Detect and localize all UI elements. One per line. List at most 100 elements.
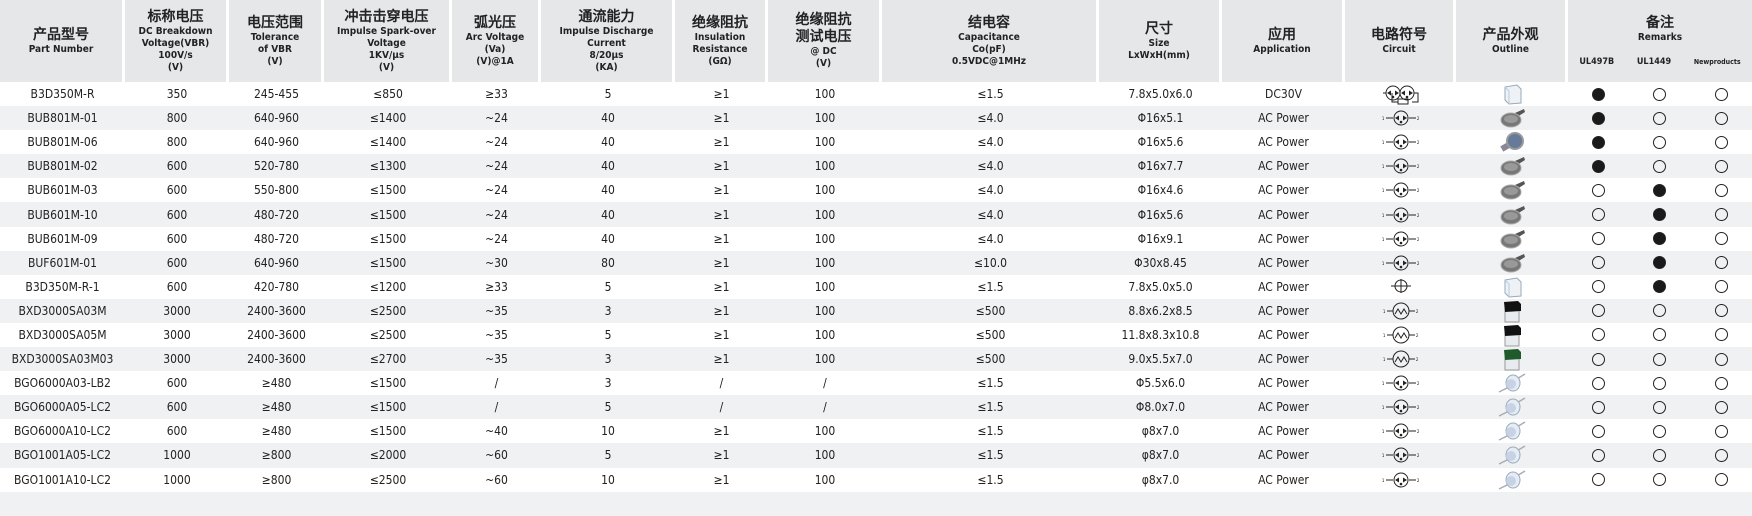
svg-text:1: 1 [1382,116,1384,121]
empty-circle-icon [1714,159,1728,173]
svg-text:1: 1 [1382,429,1384,434]
header-label: 8/20μs [589,49,624,61]
cell-imp: ≤2000 [369,448,407,463]
cell-dc: 600 [166,255,188,270]
filled-circle-icon [1653,256,1667,270]
cell-irt: 100 [814,352,836,367]
remarks-cell [1568,299,1752,323]
cell-dc: 600 [166,279,188,294]
cell-ir: ≥1 [713,303,730,318]
cell-app: AC Power [1258,159,1309,174]
cell-cap: ≤1.5 [977,448,1004,463]
remarks-cell [1568,468,1752,492]
product-outline-image [1456,106,1568,130]
header-label: Voltage [367,37,406,49]
table-row: BUB801M-01 800 640-960 ≤1400 ~24 40 ≥1 100 ≤4.0 Φ… [0,106,1752,131]
table-header: 产品型号 Part Number 标称电压 DC Breakdown Voltage(V… [0,0,1752,82]
cell-arc: ~60 [485,448,508,463]
cell-size: Φ5.5x6.0 [1135,376,1186,391]
cell-tol: 2400-3600 [247,352,306,367]
cell-part: BUB601M-10 [27,207,98,222]
cell-imp: ≤1400 [369,135,407,150]
cell-dc: 800 [166,135,188,150]
cell-cap: ≤500 [975,303,1006,318]
svg-text:2: 2 [1417,140,1419,145]
cell-size: 11.8x8.3x10.8 [1121,327,1200,342]
empty-circle-icon [1653,400,1667,414]
cell-irt: 100 [814,87,836,102]
filled-circle-icon [1653,208,1667,222]
empty-circle-icon [1592,304,1606,318]
cell-tol: 420-780 [253,279,300,294]
cell-cur: 5 [604,327,612,342]
cell-imp: ≤2500 [369,327,407,342]
cell-part: BGO6000A05-LC2 [14,400,111,415]
product-outline-image [1456,468,1568,492]
cell-part: BGO6000A10-LC2 [14,424,111,439]
header-ir: 绝缘阻抗 Insulation Resistance (GΩ) [675,0,765,82]
cell-tol: 640-960 [253,255,300,270]
cell-size: Φ16x4.6 [1137,183,1184,198]
cell-size: Φ16x5.6 [1137,207,1184,222]
cell-part: BGO1001A10-LC2 [14,472,111,487]
remarks-cell [1568,347,1752,371]
cell-arc: ~24 [485,207,508,222]
remarks-cell [1568,395,1752,419]
cell-cap: ≤1.5 [977,376,1004,391]
svg-text:1: 1 [1383,357,1385,362]
empty-circle-icon [1714,87,1728,101]
cell-ir: ≥1 [713,207,730,222]
cell-imp: ≤1500 [369,424,407,439]
cell-irt: 100 [814,327,836,342]
empty-circle-icon [1592,424,1606,438]
cell-size: φ8x7.0 [1141,472,1180,487]
svg-text:1: 1 [1382,453,1384,458]
cell-cap: ≤10.0 [973,255,1008,270]
header-label: (V) [167,61,184,73]
cell-ir: ≥1 [713,327,730,342]
empty-circle-icon [1653,328,1667,342]
cell-tol: 550-800 [253,183,300,198]
cell-dc: 3000 [163,327,191,342]
empty-circle-icon [1653,376,1667,390]
cell-irt: / [823,376,827,391]
cell-arc: ~35 [485,327,508,342]
cell-cur: 3 [604,376,612,391]
empty-circle-icon [1714,111,1728,125]
remarks-cell [1568,130,1752,154]
circuit-symbol-icon [1345,275,1456,299]
cell-size: Φ16x5.6 [1137,135,1184,150]
svg-text:1: 1 [1382,140,1384,145]
svg-text:1: 1 [1382,405,1384,410]
remarks-subheader: UL497B [1579,56,1615,67]
svg-text:2: 2 [1417,116,1419,121]
empty-circle-icon [1592,352,1606,366]
cell-arc: ~24 [485,231,508,246]
filled-circle-icon [1653,183,1667,197]
cell-ir: ≥1 [713,159,730,174]
product-outline-image [1456,178,1568,202]
cell-dc: 600 [166,231,188,246]
table-row: BXD3000SA03M03 3000 2400-3600 ≤2700 ~35 3 ≥1 10… [0,347,1752,372]
header-label: (V) [378,61,395,73]
cell-irt: 100 [814,231,836,246]
header-label: Impulse Spark-over [337,25,436,37]
header-label: Size [1148,37,1170,49]
cell-cap: ≤1.5 [977,400,1004,415]
svg-text:2: 2 [1416,309,1418,314]
header-label: 标称电压 [147,8,204,25]
remarks-cell [1568,154,1752,178]
cell-cap: ≤1.5 [977,279,1004,294]
cell-cur: 80 [601,255,615,270]
cell-imp: ≤2700 [369,352,407,367]
product-outline-image [1456,443,1568,467]
cell-dc: 600 [166,207,188,222]
cell-size: Φ16x9.1 [1137,231,1184,246]
cell-ir: / [719,376,724,391]
empty-circle-icon [1714,208,1728,222]
